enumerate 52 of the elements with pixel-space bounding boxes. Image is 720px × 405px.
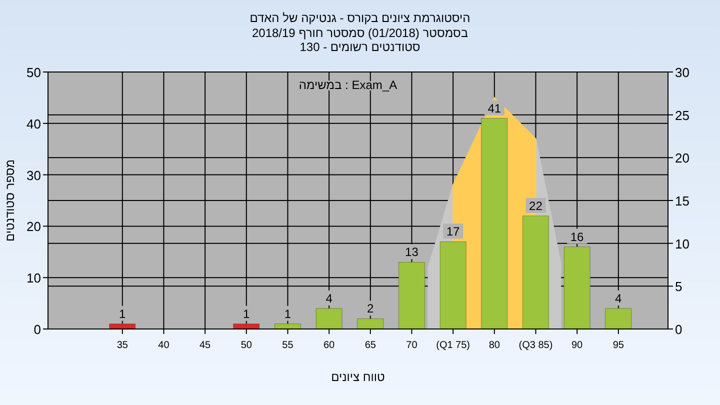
bar: [564, 246, 590, 330]
x-tick-label: 35: [116, 340, 128, 351]
y2-tick-label: 5: [675, 279, 682, 294]
y-tick-label: 20: [26, 219, 41, 234]
bar: [357, 318, 384, 330]
data-label: 13: [405, 245, 419, 260]
y-tick-label: 50: [26, 65, 41, 80]
y-tick-label: 30: [26, 168, 41, 183]
bar: [605, 308, 632, 330]
bar: [398, 262, 425, 330]
x-tick-label: 70: [406, 340, 418, 351]
x-tick-label: 60: [324, 340, 336, 351]
y-tick-label: 10: [26, 270, 41, 286]
y2-tick-label: 20: [675, 150, 690, 166]
bar: [109, 324, 136, 330]
y2-tick-label: 10: [675, 236, 690, 252]
bar: [522, 216, 549, 330]
x-tick-label: 65: [364, 340, 376, 351]
y2-tick-label: 15: [675, 194, 690, 208]
x-tick-label: 90: [572, 340, 584, 351]
y-tick-label: 40: [26, 116, 41, 132]
y2-tick-label: 30: [675, 65, 690, 80]
chart-subtitle: בסמסטר (01/2018) סמסטר חורף 2018/19 130 - סטודנטים רשומים: [252, 26, 468, 54]
bar: [481, 118, 508, 330]
bar: [274, 324, 301, 330]
data-label: 4: [615, 291, 622, 306]
data-label: 16: [570, 230, 584, 244]
x-tick-label: 80: [488, 340, 500, 351]
data-label: 1: [119, 306, 126, 321]
data-label: 1: [243, 306, 250, 321]
data-label: 1: [284, 306, 292, 321]
y2-tick-label: 25: [675, 108, 690, 123]
y-tick-label: 0: [34, 322, 41, 337]
chart-title: היסטוגרמת ציונים בקורס - גנטיקה של האדם: [250, 11, 470, 25]
data-label: 17: [446, 224, 460, 239]
bar: [440, 241, 466, 330]
data-label: 22: [529, 198, 543, 213]
data-label: 41: [488, 101, 502, 116]
y-axis-title: מספר סטודנטים: [3, 159, 17, 242]
x-tick-label: 40: [158, 340, 170, 351]
x-tick-label: 45: [200, 340, 212, 351]
x-tick-label: (Q3 85): [518, 340, 553, 351]
bar: [316, 308, 342, 330]
data-label: 2: [367, 302, 374, 316]
x-axis-title: טווח ציונים: [331, 370, 386, 384]
x-tick-label: (Q1 75): [436, 340, 470, 351]
x-tick-label: 55: [282, 340, 294, 351]
x-tick-label: 50: [240, 340, 252, 351]
y2-tick-label: 0: [675, 322, 682, 337]
x-tick-label: 95: [612, 340, 624, 351]
data-label: 4: [326, 291, 333, 306]
bar: [233, 324, 260, 330]
